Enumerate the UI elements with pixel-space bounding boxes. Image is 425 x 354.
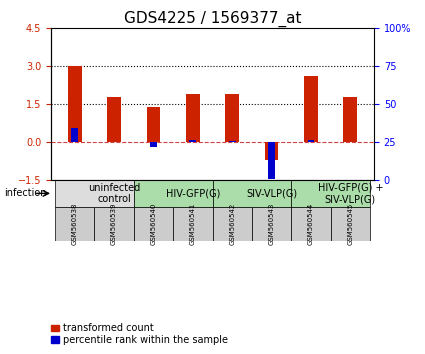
Text: GSM560540: GSM560540 [150, 203, 156, 245]
Title: GDS4225 / 1569377_at: GDS4225 / 1569377_at [124, 11, 301, 27]
Bar [71, 128, 78, 142]
Text: GSM560538: GSM560538 [72, 203, 78, 245]
Bar [229, 141, 235, 142]
Text: HIV-GFP(G): HIV-GFP(G) [166, 189, 220, 199]
FancyBboxPatch shape [134, 207, 173, 241]
Bar [147, 107, 160, 142]
Bar [304, 76, 318, 142]
Bar [190, 139, 196, 142]
FancyBboxPatch shape [291, 207, 331, 241]
FancyBboxPatch shape [212, 180, 291, 207]
Bar [150, 142, 157, 147]
Text: infection: infection [4, 188, 47, 198]
FancyBboxPatch shape [134, 180, 212, 207]
Bar [186, 94, 200, 142]
FancyBboxPatch shape [291, 180, 370, 207]
Text: uninfected
control: uninfected control [88, 183, 140, 205]
FancyBboxPatch shape [55, 180, 134, 207]
Bar [308, 139, 314, 142]
Bar [225, 94, 239, 142]
FancyBboxPatch shape [55, 207, 94, 241]
FancyBboxPatch shape [212, 207, 252, 241]
Text: GSM560545: GSM560545 [347, 203, 353, 245]
Text: GSM560543: GSM560543 [269, 203, 275, 245]
FancyBboxPatch shape [173, 207, 212, 241]
Text: GSM560544: GSM560544 [308, 203, 314, 245]
Text: GSM560542: GSM560542 [229, 203, 235, 245]
Bar [268, 142, 275, 179]
Bar [265, 142, 278, 160]
FancyBboxPatch shape [331, 207, 370, 241]
Text: HIV-GFP(G) +
SIV-VLP(G): HIV-GFP(G) + SIV-VLP(G) [317, 183, 383, 205]
Text: GSM560539: GSM560539 [111, 203, 117, 245]
Bar [68, 66, 82, 142]
Legend: transformed count, percentile rank within the sample: transformed count, percentile rank withi… [47, 319, 232, 349]
FancyBboxPatch shape [252, 207, 291, 241]
Bar [343, 97, 357, 142]
Text: GSM560541: GSM560541 [190, 203, 196, 245]
FancyBboxPatch shape [94, 207, 134, 241]
Bar [107, 97, 121, 142]
Text: SIV-VLP(G): SIV-VLP(G) [246, 189, 297, 199]
